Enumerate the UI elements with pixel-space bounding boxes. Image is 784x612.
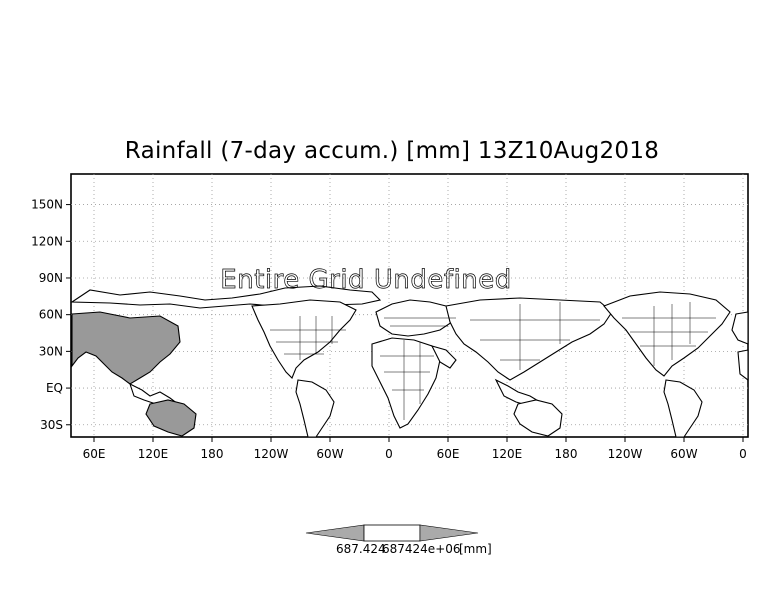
longitude-labels: 60E 120E 180 120W 60W 0 60E 120E 180 120W 60W 0 <box>83 437 747 461</box>
south-america-right <box>663 379 703 438</box>
lon-tick-label: 180 <box>555 447 578 461</box>
lon-tick-label: 0 <box>739 447 747 461</box>
colorbar-label-left: 687.424 <box>336 542 386 556</box>
lat-tick-label: EQ <box>46 381 63 395</box>
colorbar: 687.424 687424e+06 [mm] <box>305 524 492 556</box>
lat-tick-label: 120N <box>31 234 63 248</box>
lon-tick-label: 120W <box>254 447 289 461</box>
land-masses <box>70 285 749 438</box>
colorbar-right-triangle <box>419 524 479 542</box>
lon-tick-label: 60E <box>437 447 460 461</box>
map-plot-area: Entire Grid Undefined <box>70 173 749 438</box>
latitude-labels: 150N 120N 90N 60N 30N EQ 30S <box>31 198 71 432</box>
north-america-left <box>251 299 357 379</box>
lon-tick-label: 60W <box>670 447 697 461</box>
lat-tick-label: 90N <box>39 271 63 285</box>
arctic-coast-left <box>70 285 382 309</box>
lat-tick-label: 150N <box>31 198 63 212</box>
lon-tick-label: 180 <box>201 447 224 461</box>
lat-tick-label: 60N <box>39 308 63 322</box>
colorbar-units: [mm] <box>459 542 492 556</box>
europe-edge-right <box>731 311 749 345</box>
asia-left <box>71 311 181 385</box>
lat-tick-label: 30S <box>40 418 63 432</box>
colorbar-middle-box <box>363 524 421 542</box>
lon-tick-label: 0 <box>385 447 393 461</box>
colorbar-label-right: 687424e+06 <box>382 542 461 556</box>
undefined-grid-notice: Entire Grid Undefined <box>220 265 511 295</box>
africa-edge-right <box>737 349 749 382</box>
lat-tick-label: 30N <box>39 344 63 358</box>
lon-tick-label: 120E <box>492 447 523 461</box>
country-borders <box>270 302 716 420</box>
north-america-right <box>603 291 731 377</box>
arabia-right <box>430 345 457 369</box>
lon-tick-label: 60E <box>83 447 106 461</box>
lon-tick-label: 120E <box>138 447 169 461</box>
south-america-left <box>295 379 335 438</box>
lon-tick-label: 120W <box>608 447 643 461</box>
map-title: Rainfall (7-day accum.) [mm] 13Z10Aug201… <box>124 138 660 164</box>
australia-right <box>513 399 563 437</box>
lon-tick-label: 60W <box>316 447 343 461</box>
asia-right <box>445 297 613 381</box>
australia-left <box>145 399 197 437</box>
colorbar-left-triangle <box>305 524 365 542</box>
